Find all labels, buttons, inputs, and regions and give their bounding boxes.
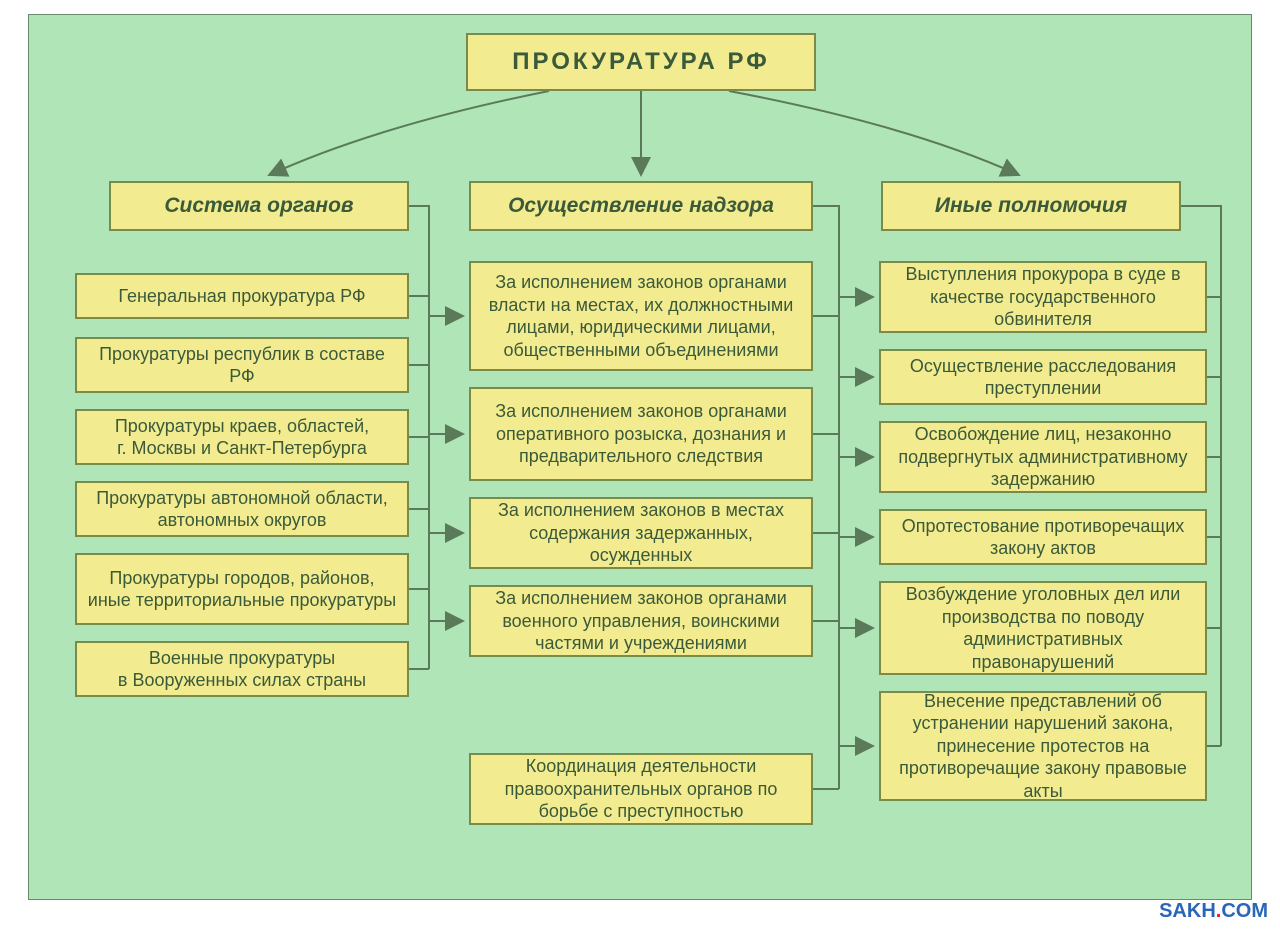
header-system-organs: Система органов [109,181,409,231]
watermark-left: SAKH [1159,900,1216,922]
item-text: Координация деятельности правоохранитель… [481,755,801,823]
col2-item: За исполнением законов органами военного… [469,585,813,657]
item-text: За исполнением законов органами оператив… [481,400,801,468]
watermark: SAKH.COM [1159,900,1268,923]
item-text: За исполнением законов в местах содержан… [481,499,801,567]
col2-item: Координация деятельности правоохранитель… [469,753,813,825]
item-text: Возбуждение уголовных дел или производст… [891,583,1195,673]
col3-item: Возбуждение уголовных дел или производст… [879,581,1207,675]
item-text: Прокуратуры краев, областей, г. Москвы и… [87,415,397,460]
col3-item: Опротестование противоречащих закону акт… [879,509,1207,565]
header-other-powers: Иные полномочия [881,181,1181,231]
title-box: ПРОКУРАТУРА РФ [466,33,816,91]
item-text: Внесение представлений об устранении нар… [891,690,1195,803]
col1-item: Генеральная прокуратура РФ [75,273,409,319]
col3-item: Осуществление расследования преступлении [879,349,1207,405]
item-text: Прокуратуры городов, районов, иные терри… [87,567,397,612]
item-text: Прокуратуры автономной области, автономн… [87,487,397,532]
item-text: Освобождение лиц, незаконно подвергнутых… [891,423,1195,491]
header-label: Иные полномочия [935,193,1127,219]
item-text: Генеральная прокуратура РФ [118,285,365,308]
col3-item: Выступления прокурора в суде в качестве … [879,261,1207,333]
item-text: За исполнением законов органами военного… [481,587,801,655]
item-text: Осуществление расследования преступлении [891,355,1195,400]
watermark-right: COM [1221,900,1268,922]
item-text: Выступления прокурора в суде в качестве … [891,263,1195,331]
col3-item: Внесение представлений об устранении нар… [879,691,1207,801]
col2-item: За исполнением законов органами власти н… [469,261,813,371]
header-label: Система органов [164,193,353,219]
header-label: Осуществление надзора [508,193,774,219]
item-text: Военные прокуратуры в Вооруженных силах … [87,647,397,692]
col2-item: За исполнением законов органами оператив… [469,387,813,481]
col2-item: За исполнением законов в местах содержан… [469,497,813,569]
item-text: Прокуратуры республик в составе РФ [87,343,397,388]
diagram-canvas: ПРОКУРАТУРА РФ Система органов Осуществл… [28,14,1252,900]
col1-item: Прокуратуры краев, областей, г. Москвы и… [75,409,409,465]
col1-item: Прокуратуры городов, районов, иные терри… [75,553,409,625]
col3-item: Освобождение лиц, незаконно подвергнутых… [879,421,1207,493]
item-text: Опротестование противоречащих закону акт… [891,515,1195,560]
title-text: ПРОКУРАТУРА РФ [512,47,769,77]
item-text: За исполнением законов органами власти н… [481,271,801,361]
header-supervision: Осуществление надзора [469,181,813,231]
col1-item: Военные прокуратуры в Вооруженных силах … [75,641,409,697]
col1-item: Прокуратуры автономной области, автономн… [75,481,409,537]
col1-item: Прокуратуры республик в составе РФ [75,337,409,393]
